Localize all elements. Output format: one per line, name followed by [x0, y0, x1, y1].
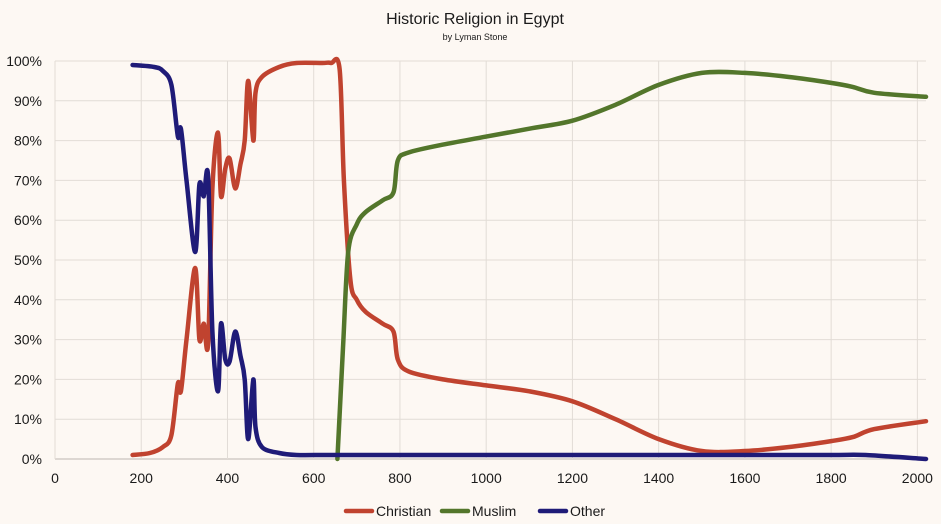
- y-tick-label: 50%: [14, 252, 42, 268]
- x-tick-label: 1000: [471, 470, 502, 486]
- y-tick-label: 60%: [14, 212, 42, 228]
- legend-label-christian: Christian: [376, 503, 431, 519]
- legend-label-muslim: Muslim: [472, 503, 516, 519]
- series-lines: [130, 56, 929, 462]
- x-tick-label: 2000: [902, 470, 933, 486]
- x-tick-label: 200: [130, 470, 154, 486]
- x-axis-ticks: 0 200 400 600 800 1000 1200 1400 1600 1800 2000: [51, 470, 933, 486]
- chart-subtitle: by Lyman Stone: [443, 32, 508, 42]
- x-tick-label: 1400: [643, 470, 674, 486]
- y-tick-label: 90%: [14, 93, 42, 109]
- x-tick-label: 1200: [557, 470, 588, 486]
- legend: Christian Muslim Other: [343, 503, 605, 519]
- x-tick-label: 1800: [816, 470, 847, 486]
- chart-title: Historic Religion in Egypt: [386, 11, 564, 28]
- y-axis-ticks: 0% 10% 20% 30% 40% 50% 60% 70% 80% 90% 100%: [6, 53, 42, 467]
- y-tick-label: 80%: [14, 133, 42, 149]
- x-tick-label: 0: [51, 470, 59, 486]
- y-tick-label: 40%: [14, 292, 42, 308]
- y-tick-label: 0%: [22, 451, 42, 467]
- y-tick-label: 10%: [14, 411, 42, 427]
- x-tick-label: 400: [216, 470, 240, 486]
- series-line-christian: [130, 56, 929, 458]
- y-tick-label: 70%: [14, 172, 42, 188]
- y-tick-label: 20%: [14, 371, 42, 387]
- series-line-other: [130, 62, 929, 462]
- x-tick-label: 800: [388, 470, 412, 486]
- x-tick-label: 1600: [729, 470, 760, 486]
- y-tick-label: 100%: [6, 53, 42, 69]
- y-tick-label: 30%: [14, 332, 42, 348]
- legend-label-other: Other: [570, 503, 605, 519]
- series-line-muslim: [335, 69, 929, 462]
- x-tick-label: 600: [302, 470, 326, 486]
